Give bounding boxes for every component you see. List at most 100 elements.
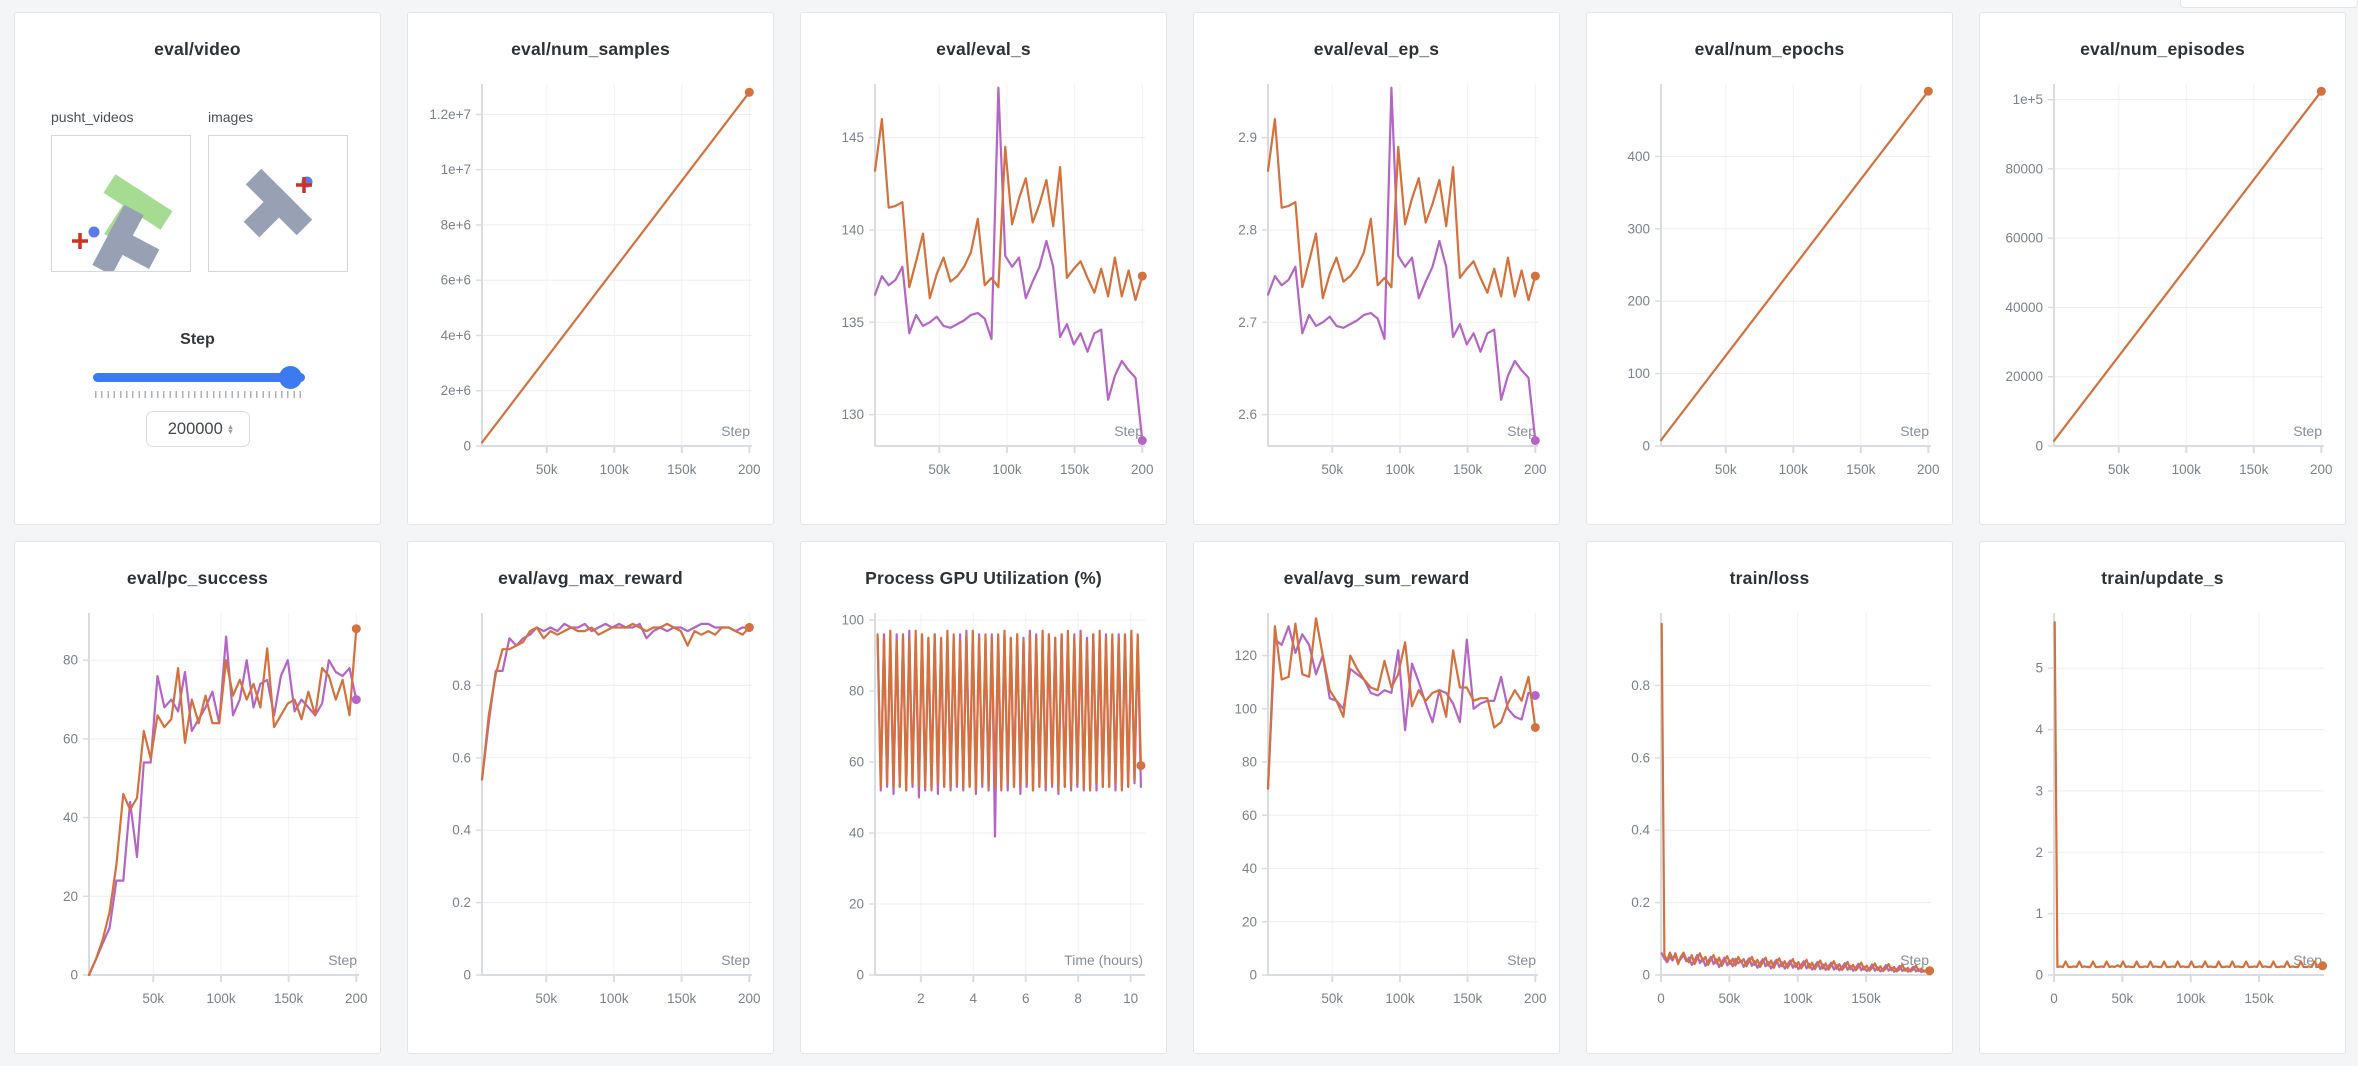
svg-text:2.7: 2.7 bbox=[1238, 315, 1257, 330]
svg-text:200: 200 bbox=[1131, 462, 1154, 477]
svg-text:100k: 100k bbox=[2176, 991, 2206, 1006]
step-slider-track[interactable] bbox=[93, 366, 305, 389]
svg-text:6: 6 bbox=[1022, 991, 1030, 1006]
svg-text:0: 0 bbox=[463, 439, 471, 454]
svg-text:3: 3 bbox=[2035, 783, 2043, 798]
svg-text:400: 400 bbox=[1627, 149, 1650, 164]
panel-eval-eval-ep-s[interactable]: eval/eval_ep_s 2.6 2.7 2.8 2.9 50k 100k 150k 20… bbox=[1193, 12, 1560, 525]
panel-eval-eval-s[interactable]: eval/eval_s 130 135 140 145 50k 100k 150k 200 St… bbox=[800, 12, 1167, 525]
chart-canvas[interactable]: 130 135 140 145 50k 100k 150k 200 Step bbox=[811, 72, 1156, 482]
svg-text:150k: 150k bbox=[274, 991, 304, 1006]
panel-title: eval/avg_max_reward bbox=[498, 568, 683, 588]
svg-text:100k: 100k bbox=[992, 462, 1022, 477]
svg-text:120: 120 bbox=[1234, 648, 1257, 663]
svg-text:150k: 150k bbox=[1060, 462, 1090, 477]
svg-text:1.2e+7: 1.2e+7 bbox=[429, 107, 471, 122]
svg-text:150k: 150k bbox=[1453, 462, 1483, 477]
svg-text:150k: 150k bbox=[2239, 462, 2269, 477]
step-input[interactable]: ▲ ▼ bbox=[145, 411, 250, 447]
chart-canvas[interactable]: 0 20 40 60 80 100 2 4 6 8 10 Time (hours) bbox=[811, 601, 1156, 1011]
svg-text:50k: 50k bbox=[928, 462, 950, 477]
svg-text:20: 20 bbox=[63, 889, 78, 904]
svg-text:150k: 150k bbox=[667, 991, 697, 1006]
svg-text:0.2: 0.2 bbox=[1631, 895, 1650, 910]
svg-text:Step: Step bbox=[721, 952, 750, 968]
panel-process-gpu-utilization[interactable]: Process GPU Utilization (%) 0 20 40 60 80 100… bbox=[800, 541, 1167, 1054]
step-input-spinner[interactable]: ▲ ▼ bbox=[226, 421, 235, 436]
svg-text:1e+5: 1e+5 bbox=[2013, 92, 2043, 107]
panel-eval-video[interactable]: eval/video pusht_videos bbox=[14, 12, 381, 525]
spinner-down-icon[interactable]: ▼ bbox=[226, 427, 235, 436]
svg-text:2.6: 2.6 bbox=[1238, 407, 1257, 422]
svg-text:20: 20 bbox=[1242, 914, 1257, 929]
svg-text:50k: 50k bbox=[536, 462, 558, 477]
svg-text:140: 140 bbox=[841, 222, 864, 237]
svg-text:2.8: 2.8 bbox=[1238, 222, 1257, 237]
chart-canvas[interactable]: 0 20000 40000 60000 80000 1e+5 50k 100k 150k 200 S… bbox=[1990, 72, 2335, 482]
svg-text:150k: 150k bbox=[2244, 991, 2274, 1006]
svg-text:5: 5 bbox=[2035, 661, 2043, 676]
svg-text:200: 200 bbox=[738, 991, 761, 1006]
chart-canvas[interactable]: 0 2e+6 4e+6 6e+6 8e+6 1e+7 1.2e+7 50k 100k 150k 20… bbox=[418, 72, 763, 482]
svg-text:50k: 50k bbox=[1321, 991, 1343, 1006]
step-input-field[interactable] bbox=[160, 419, 223, 439]
chart-canvas[interactable]: 0 20 40 60 80 100 120 50k 100k 150k 200 Step bbox=[1204, 601, 1549, 1011]
chart-canvas[interactable]: 0 100 200 300 400 50k 100k 150k 200 Step bbox=[1597, 72, 1942, 482]
panel-eval-num-episodes[interactable]: eval/num_episodes 0 20000 40000 60000 80000 1… bbox=[1979, 12, 2346, 525]
svg-text:200: 200 bbox=[1524, 462, 1547, 477]
panel-train-loss[interactable]: train/loss 0 0.2 0.4 0.6 0.8 0 50k 100k 150k Step bbox=[1586, 541, 1953, 1054]
video-thumbnail-pusht-videos[interactable] bbox=[51, 135, 191, 276]
svg-text:100k: 100k bbox=[599, 991, 629, 1006]
svg-text:200: 200 bbox=[1627, 294, 1650, 309]
svg-text:1e+7: 1e+7 bbox=[441, 162, 471, 177]
panel-train-update-s[interactable]: train/update_s 0 1 2 3 4 5 0 50k 100k 150k Step bbox=[1979, 541, 2346, 1054]
pusht-video-frame bbox=[72, 174, 173, 276]
panel-eval-avg-sum-reward[interactable]: eval/avg_sum_reward 0 20 40 60 80 100 120 50k 10… bbox=[1193, 541, 1560, 1054]
svg-text:100: 100 bbox=[1627, 366, 1650, 381]
svg-text:80: 80 bbox=[1242, 755, 1257, 770]
svg-text:0: 0 bbox=[2035, 439, 2043, 454]
svg-text:150k: 150k bbox=[667, 462, 697, 477]
svg-text:100: 100 bbox=[841, 613, 864, 628]
svg-text:300: 300 bbox=[1627, 221, 1650, 236]
svg-text:100: 100 bbox=[1234, 701, 1257, 716]
video-thumbnail-label: pusht_videos bbox=[51, 109, 134, 125]
pusht-image-frame bbox=[243, 168, 313, 238]
video-thumbnail-images[interactable] bbox=[208, 135, 348, 272]
panel-eval-avg-max-reward[interactable]: eval/avg_max_reward 0 0.2 0.4 0.6 0.8 50k 100k… bbox=[407, 541, 774, 1054]
red-target-cross-icon bbox=[296, 177, 312, 193]
panel-title: eval/num_episodes bbox=[2080, 39, 2245, 59]
svg-text:0.4: 0.4 bbox=[452, 823, 471, 838]
panel-eval-num-samples[interactable]: eval/num_samples 0 2e+6 4e+6 6e+6 8e+6 1e+7 1.… bbox=[407, 12, 774, 525]
svg-text:100k: 100k bbox=[1385, 991, 1415, 1006]
step-slider[interactable] bbox=[93, 365, 305, 398]
step-slider-thumb[interactable] bbox=[279, 366, 302, 389]
chart-canvas[interactable]: 0 0.2 0.4 0.6 0.8 0 50k 100k 150k Step bbox=[1597, 601, 1942, 1011]
svg-text:40: 40 bbox=[63, 810, 78, 825]
svg-text:145: 145 bbox=[841, 130, 864, 145]
panel-eval-num-epochs[interactable]: eval/num_epochs 0 100 200 300 400 50k 100k 150k… bbox=[1586, 12, 1953, 525]
gray-t-block bbox=[92, 204, 160, 276]
svg-text:Step: Step bbox=[1900, 423, 1929, 439]
svg-text:50k: 50k bbox=[142, 991, 164, 1006]
chart-canvas[interactable]: 2.6 2.7 2.8 2.9 50k 100k 150k 200 Step bbox=[1204, 72, 1549, 482]
svg-text:2: 2 bbox=[917, 991, 925, 1006]
svg-text:4e+6: 4e+6 bbox=[441, 328, 471, 343]
svg-text:0: 0 bbox=[2035, 968, 2043, 983]
svg-text:200: 200 bbox=[1524, 991, 1547, 1006]
panel-title: train/loss bbox=[1729, 568, 1810, 588]
chart-canvas[interactable]: 0 20 40 60 80 50k 100k 150k 200 Step bbox=[25, 601, 370, 1011]
svg-text:50k: 50k bbox=[1715, 462, 1737, 477]
svg-text:10: 10 bbox=[1123, 991, 1138, 1006]
panel-title: train/update_s bbox=[2101, 568, 2224, 588]
svg-text:135: 135 bbox=[841, 315, 864, 330]
svg-text:Step: Step bbox=[721, 423, 750, 439]
svg-text:50k: 50k bbox=[2108, 462, 2130, 477]
panel-eval-pc-success[interactable]: eval/pc_success 0 20 40 60 80 50k 100k 150k 200 S… bbox=[14, 541, 381, 1054]
panel-title: eval/num_epochs bbox=[1694, 39, 1845, 59]
spinner-up-icon[interactable]: ▲ bbox=[226, 421, 235, 431]
svg-text:0.6: 0.6 bbox=[452, 750, 471, 765]
chart-canvas[interactable]: 0 0.2 0.4 0.6 0.8 50k 100k 150k 200 Step bbox=[418, 601, 763, 1011]
svg-text:0: 0 bbox=[463, 968, 471, 983]
